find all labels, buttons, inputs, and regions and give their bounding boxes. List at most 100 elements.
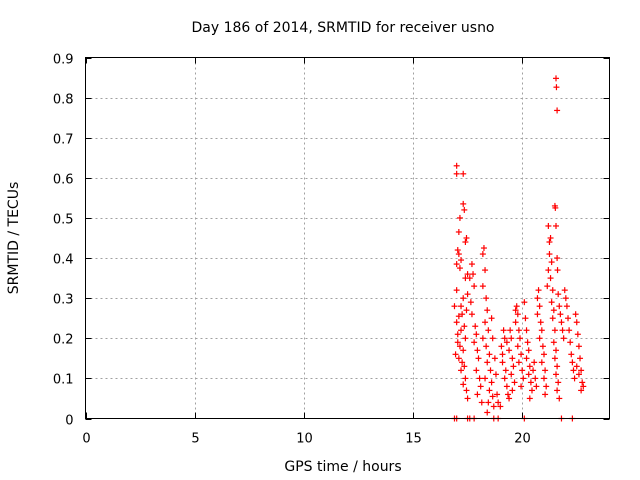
data-point [455,251,462,258]
data-point [515,359,522,366]
plot-frame [85,57,610,419]
data-point [550,307,557,314]
data-point [567,339,574,346]
data-point [501,335,508,342]
y-tick-label: 0.2 [53,333,74,348]
data-point [461,206,468,213]
data-point [577,355,584,362]
data-point [555,379,562,386]
data-point [554,107,561,114]
data-point [547,275,554,282]
data-point [458,257,465,264]
data-point [551,327,558,334]
data-point [539,343,546,350]
data-point [570,367,577,374]
data-point [456,214,463,221]
data-point [538,327,545,334]
data-point [456,343,463,350]
data-point [461,363,468,370]
data-point [488,379,495,386]
data-point [542,367,549,374]
data-point [459,359,466,366]
data-point [472,323,479,330]
data-point [453,170,460,177]
data-point [579,379,586,386]
data-point [464,395,471,402]
data-point [453,261,460,268]
data-point [569,359,576,366]
y-tick-label: 0.6 [53,173,74,188]
x-tick-label: 0 [82,432,90,447]
data-point [455,228,462,235]
data-point [519,367,526,374]
data-point [578,367,585,374]
tick-labels: 0 5 10 15 20 0 0.1 0.2 0.3 0.4 0.5 0.6 0.7 0.8 0.9 [53,53,531,447]
data-point [484,359,491,366]
data-point [541,351,547,358]
data-point [523,355,530,362]
data-point [554,267,561,274]
data-point [503,383,510,390]
x-tick-label: 20 [514,432,531,447]
data-point [547,235,554,241]
data-point [458,303,465,310]
data-point [497,403,504,410]
data-point [463,387,470,394]
data-point [544,283,551,290]
data-point [461,323,468,330]
data-point [561,287,568,294]
data-point [485,399,492,406]
data-point [526,363,533,370]
data-point [506,347,513,354]
data-point [563,303,570,310]
data-point [555,291,562,298]
data-point [458,327,465,334]
data-point [478,399,485,406]
data-point [565,315,572,322]
data-point [460,200,467,207]
data-point [557,311,564,318]
data-point [537,319,544,326]
data-point [524,339,531,346]
y-tick-label: 0.3 [53,293,74,308]
data-point [491,355,498,362]
data-point [572,311,579,318]
data-point [552,204,559,211]
data-point [514,343,521,350]
axis-ticks [85,57,610,420]
data-point [494,391,501,398]
data-point [515,327,522,334]
data-point [580,383,587,390]
data-point [486,387,493,394]
data-point [454,247,461,254]
data-point [541,375,547,382]
data-point [520,375,527,382]
data-point [571,375,578,382]
data-point [455,313,462,320]
data-point [480,245,487,252]
data-point [553,371,560,378]
x-axis-label: GPS time / hours [284,459,401,475]
data-point [470,271,477,278]
data-point [489,393,496,400]
data-point [485,327,492,334]
data-point [504,391,511,398]
data-point [498,343,505,350]
data-point [463,235,470,241]
data-point [518,351,525,358]
data-point [462,375,469,382]
data-point [554,363,561,370]
data-point [514,311,521,318]
data-point [542,391,549,398]
data-point [458,367,465,374]
data-point [521,299,528,306]
data-point [554,255,561,262]
data-point [573,319,580,326]
data-point [534,295,541,302]
data-point [508,335,515,342]
data-point [500,327,507,334]
data-point [501,375,508,382]
y-tick-label: 0.4 [53,253,74,268]
data-point [474,347,481,354]
data-point [460,295,467,302]
